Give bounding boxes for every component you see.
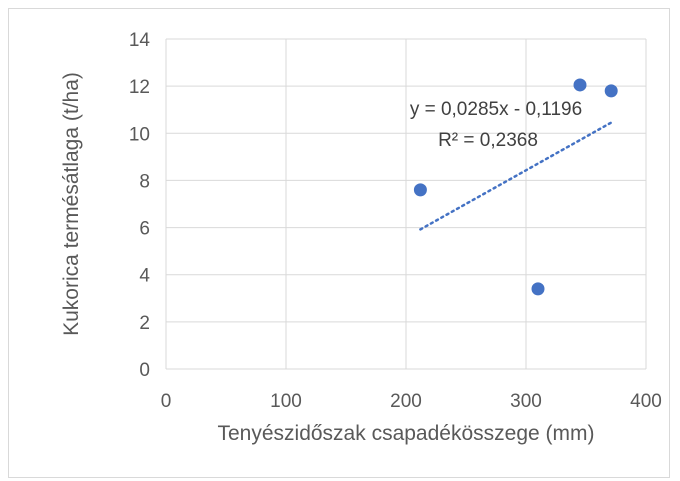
x-axis-title: Tenyészidőszak csapadékösszege (mm) bbox=[218, 422, 595, 445]
trendline-equation: y = 0,0285x - 0,1196 bbox=[410, 99, 582, 120]
y-tick-label: 10 bbox=[129, 124, 150, 145]
grid-lines bbox=[165, 38, 647, 370]
data-point bbox=[573, 78, 587, 92]
y-axis-title: Kukorica termésátlaga (t/ha) bbox=[60, 72, 83, 336]
y-tick-label: 6 bbox=[139, 219, 150, 240]
y-tick-label: 0 bbox=[139, 360, 150, 381]
x-tick-label: 200 bbox=[390, 391, 422, 412]
data-point bbox=[413, 183, 427, 197]
x-tick-label: 300 bbox=[510, 391, 542, 412]
y-tick-label: 2 bbox=[139, 313, 150, 334]
y-tick-labels: 0 2 4 6 8 10 12 14 bbox=[129, 30, 151, 381]
trendline-r-squared: R² = 0,2368 bbox=[438, 130, 538, 151]
y-tick-label: 4 bbox=[139, 266, 150, 287]
y-tick-label: 8 bbox=[139, 171, 150, 192]
trendline bbox=[419, 121, 613, 231]
x-tick-label: 0 bbox=[161, 391, 172, 412]
x-tick-label: 100 bbox=[270, 391, 302, 412]
data-points bbox=[413, 78, 618, 296]
data-point bbox=[604, 84, 618, 98]
trendline-group bbox=[419, 121, 613, 231]
x-tick-labels: 0 100 200 300 400 bbox=[161, 391, 662, 412]
x-tick-label: 400 bbox=[630, 391, 662, 412]
y-tick-label: 12 bbox=[129, 77, 150, 98]
data-point bbox=[531, 282, 545, 296]
y-tick-label: 14 bbox=[129, 30, 151, 51]
